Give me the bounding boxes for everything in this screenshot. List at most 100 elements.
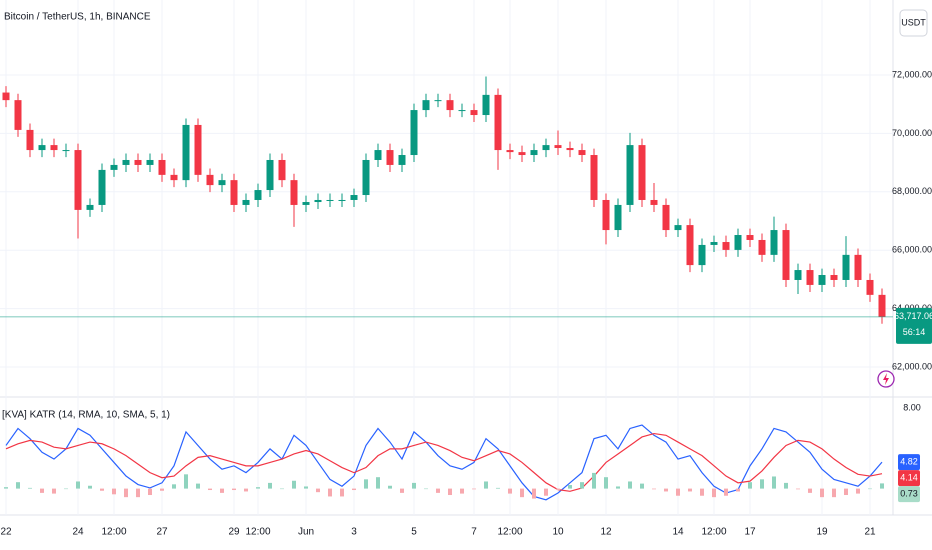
candle-body xyxy=(638,145,646,200)
histogram-bar xyxy=(856,488,860,494)
x-tick-label: 29 xyxy=(228,527,240,538)
x-tick-label: 3 xyxy=(351,527,357,538)
candle-body xyxy=(722,242,730,250)
histogram-bar xyxy=(664,488,668,492)
candle-body xyxy=(446,100,454,111)
labels: Bitcoin / TetherUS, 1h, BINANCE [KVA] KA… xyxy=(0,9,932,538)
last-price-label: 63,717.06 xyxy=(894,311,932,321)
x-tick-label: 12 xyxy=(600,527,612,538)
histogram-bar xyxy=(628,481,632,489)
histogram-bar xyxy=(328,488,332,497)
histogram-bar xyxy=(700,488,704,496)
histogram-bar xyxy=(580,482,584,489)
histogram-bar xyxy=(196,483,200,489)
histogram-bar xyxy=(292,480,296,489)
currency-button[interactable] xyxy=(899,9,928,37)
x-tick-label: 12:00 xyxy=(701,527,726,538)
histogram-bar xyxy=(232,488,236,491)
x-tick-label: 19 xyxy=(816,527,828,538)
y-tick-label: 62,000.00 xyxy=(892,361,932,371)
histogram-bar xyxy=(244,488,248,492)
histogram-bar xyxy=(16,482,20,489)
candle-body xyxy=(830,275,838,280)
candle-body xyxy=(614,204,622,231)
candle-body xyxy=(590,155,598,200)
x-tick-label: 17 xyxy=(744,527,756,538)
histogram-bar xyxy=(436,488,440,493)
candle-body xyxy=(194,124,202,175)
histogram-bar xyxy=(832,488,836,498)
candle-body xyxy=(566,148,574,151)
histogram-bar xyxy=(676,488,680,496)
candle-body xyxy=(242,199,250,205)
histogram-value-tag-label: 0.73 xyxy=(900,488,918,498)
candle-body xyxy=(230,180,238,205)
x-tick-label: 5 xyxy=(411,527,417,538)
histogram-bar xyxy=(256,487,260,489)
candle-body xyxy=(662,204,670,231)
candle-body xyxy=(494,94,502,151)
candle-body xyxy=(158,159,166,175)
candle-body xyxy=(410,110,418,156)
histogram-bar xyxy=(844,488,848,496)
histogram-bar xyxy=(268,482,272,489)
candle-body xyxy=(254,190,262,200)
histogram-bar xyxy=(568,485,572,489)
histogram-bar xyxy=(604,477,608,489)
x-tick-label: 10 xyxy=(552,527,564,538)
candle-body xyxy=(170,174,178,181)
candle-body xyxy=(806,270,814,285)
candle-body xyxy=(98,169,106,205)
histogram-bar xyxy=(64,488,68,490)
candle-body xyxy=(686,225,694,266)
candle-body xyxy=(542,145,550,151)
candle-body xyxy=(182,124,190,181)
candle-body xyxy=(434,100,442,102)
histogram-bar xyxy=(820,488,824,498)
x-tick-label: 12:00 xyxy=(101,527,126,538)
candle-body xyxy=(794,270,802,280)
x-tick-label: 22 xyxy=(0,527,12,538)
x-tick-label: 27 xyxy=(156,527,168,538)
candle-body xyxy=(518,152,526,156)
x-tick-label: Jun xyxy=(298,527,314,538)
histogram-bar xyxy=(544,488,548,496)
currency-button-label[interactable]: USDT xyxy=(901,17,926,27)
histogram-bar xyxy=(160,488,164,491)
candle-body xyxy=(818,275,826,285)
histogram-bar xyxy=(520,488,524,498)
candle-body xyxy=(206,174,214,186)
indicator-title: [KVA] KATR (14, RMA, 10, SMA, 5, 1) xyxy=(2,410,170,421)
histogram-bar xyxy=(148,488,152,496)
histogram-bar xyxy=(88,485,92,489)
y-tick-label: 68,000.00 xyxy=(892,186,932,196)
histogram-bar xyxy=(472,488,476,490)
histogram-bar xyxy=(76,481,80,489)
histogram-bar xyxy=(112,488,116,495)
histogram-bar xyxy=(448,488,452,496)
line-value-tag-label: 4.14 xyxy=(900,472,918,482)
candle-body xyxy=(554,145,562,149)
candle-body xyxy=(770,230,778,255)
histogram-bar xyxy=(304,486,308,489)
histogram-bar xyxy=(508,488,512,494)
marks xyxy=(0,76,893,501)
histogram-bar xyxy=(376,477,380,489)
histogram-bar xyxy=(532,488,536,499)
candle-body xyxy=(50,145,58,151)
x-tick-label: 12:00 xyxy=(245,527,270,538)
histogram-bar xyxy=(592,472,596,489)
candle-body xyxy=(758,239,766,255)
x-tick-label: 21 xyxy=(864,527,876,538)
chart-title: Bitcoin / TetherUS, 1h, BINANCE xyxy=(4,12,151,23)
histogram-bar xyxy=(412,482,416,489)
candle-body xyxy=(710,242,718,245)
candle-body xyxy=(2,92,10,101)
candle-body xyxy=(146,159,154,165)
x-tick-label: 14 xyxy=(672,527,684,538)
alert-bolt xyxy=(883,373,889,385)
countdown-label: 56:14 xyxy=(903,327,926,337)
histogram-bar xyxy=(772,476,776,489)
candle-body xyxy=(14,100,22,130)
